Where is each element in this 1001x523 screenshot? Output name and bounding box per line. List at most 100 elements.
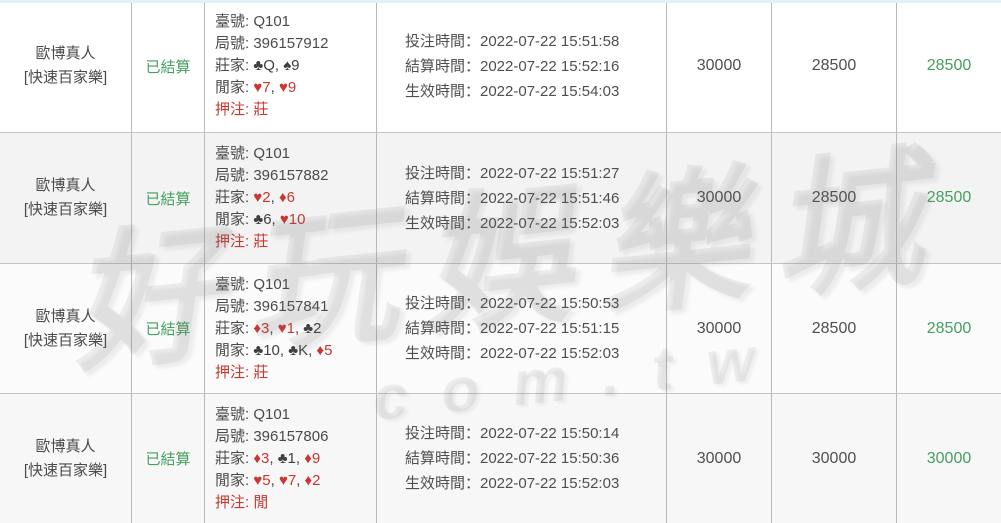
status-badge: 已結算 <box>145 58 191 76</box>
game-name-cell: 歐博真人 [快速百家樂] <box>0 0 132 132</box>
game-name-cell: 歐博真人 [快速百家樂] <box>0 264 132 393</box>
card-black: ♣10 <box>253 341 280 359</box>
status-badge: 已結算 <box>145 321 191 338</box>
payout-amount: 28500 <box>926 319 972 337</box>
player-cards-line: 閒家: ♣10, ♣K, ♦5 <box>215 340 376 362</box>
banker-cards: ♥2, ♦6 <box>253 189 295 206</box>
effective-time: 生效時間：2022-07-22 15:52:03 <box>405 475 620 492</box>
player-cards-line: 閒家: ♥7, ♥9 <box>215 77 376 99</box>
card-red: ♦3 <box>253 449 270 467</box>
payout-amount: 30000 <box>926 449 972 467</box>
banker-cards-line: 莊家: ♣Q, ♠9 <box>215 55 376 77</box>
round-number: 局號: 396157882 <box>215 167 329 184</box>
banker-cards-line: 莊家: ♦3, ♣1, ♦9 <box>215 448 376 470</box>
card-red: ♦5 <box>316 341 333 359</box>
game-detail-cell: 臺號: Q101 局號: 396157841 莊家: ♦3, ♥1, ♣2 閒家… <box>205 264 377 393</box>
time-cell: 投注時間：2022-07-22 15:50:53 結算時間：2022-07-22… <box>377 264 667 393</box>
card-red: ♥2 <box>253 189 271 206</box>
status-cell: 已結算 <box>132 264 205 393</box>
game-name-cell: 歐博真人 [快速百家樂] <box>0 394 132 523</box>
payout-amount: 28500 <box>926 57 972 74</box>
game-mode: [快速百家樂] <box>23 201 108 218</box>
game-detail-cell: 臺號: Q101 局號: 396157912 莊家: ♣Q, ♠9 閒家: ♥7… <box>205 0 377 132</box>
time-cell: 投注時間：2022-07-22 15:51:58 結算時間：2022-07-22… <box>377 0 667 132</box>
valid-amount: 30000 <box>772 394 897 523</box>
table-row: 歐博真人 [快速百家樂] 已結算 臺號: Q101 局號: 396157912 … <box>0 0 1001 132</box>
game-provider: 歐博真人 <box>35 307 96 325</box>
payout-amount: 28500 <box>926 189 972 206</box>
card-red: ♥7 <box>253 79 271 96</box>
card-black: ♣1 <box>277 449 296 467</box>
status-badge: 已結算 <box>145 190 191 208</box>
table-number: 臺號: Q101 <box>215 145 291 162</box>
banker-label: 莊家: <box>215 319 250 337</box>
player-cards: ♣10, ♣K, ♦5 <box>253 341 333 359</box>
game-detail-cell: 臺號: Q101 局號: 396157882 莊家: ♥2, ♦6 閒家: ♣6… <box>205 133 377 263</box>
player-label: 閒家: <box>215 341 250 359</box>
round-number: 局號: 396157841 <box>215 297 329 315</box>
game-detail-cell: 臺號: Q101 局號: 396157806 莊家: ♦3, ♣1, ♦9 閒家… <box>205 394 377 523</box>
player-cards: ♥5, ♥7, ♦2 <box>253 471 321 489</box>
table-number: 臺號: Q101 <box>215 405 291 423</box>
player-cards-line: 閒家: ♥5, ♥7, ♦2 <box>215 470 376 492</box>
card-black: ♣K <box>288 341 309 359</box>
game-name-cell: 歐博真人 [快速百家樂] <box>0 133 132 263</box>
card-red: ♦9 <box>304 449 321 467</box>
banker-cards: ♦3, ♥1, ♣2 <box>253 319 322 337</box>
status-cell: 已結算 <box>132 133 205 263</box>
bet-selection: 押注: 莊 <box>215 233 269 250</box>
time-cell: 投注時間：2022-07-22 15:51:27 結算時間：2022-07-22… <box>377 133 667 263</box>
bet-time: 投注時間：2022-07-22 15:51:58 <box>405 32 620 50</box>
round-number: 局號: 396157806 <box>215 427 329 445</box>
banker-label: 莊家: <box>215 189 250 206</box>
banker-cards-line: 莊家: ♥2, ♦6 <box>215 187 376 209</box>
player-cards-line: 閒家: ♣6, ♥10 <box>215 209 376 231</box>
valid-amount: 28500 <box>772 133 897 263</box>
player-cards: ♥7, ♥9 <box>253 79 297 96</box>
valid-amount: 28500 <box>772 264 897 393</box>
player-label: 閒家: <box>215 471 250 489</box>
table-number: 臺號: Q101 <box>215 275 291 293</box>
bet-time: 投注時間：2022-07-22 15:51:27 <box>405 164 620 182</box>
table-row: 歐博真人 [快速百家樂] 已結算 臺號: Q101 局號: 396157882 … <box>0 132 1001 263</box>
settle-time: 結算時間：2022-07-22 15:51:15 <box>405 320 620 337</box>
settle-time: 結算時間：2022-07-22 15:51:46 <box>405 189 620 207</box>
card-black: ♠9 <box>283 57 300 74</box>
table-row: 歐博真人 [快速百家樂] 已結算 臺號: Q101 局號: 396157841 … <box>0 263 1001 393</box>
top-highlight-strip <box>0 0 1001 3</box>
card-black: ♣2 <box>303 319 322 337</box>
card-red: ♥9 <box>278 79 297 96</box>
game-mode: [快速百家樂] <box>23 461 108 479</box>
player-label: 閒家: <box>215 211 250 228</box>
status-cell: 已結算 <box>132 0 205 132</box>
bet-amount: 30000 <box>667 0 772 132</box>
card-red: ♥1 <box>277 319 295 337</box>
bet-amount: 30000 <box>667 264 772 393</box>
bet-amount: 30000 <box>667 394 772 523</box>
bet-time: 投注時間：2022-07-22 15:50:53 <box>405 295 620 312</box>
settle-time: 結算時間：2022-07-22 15:50:36 <box>405 450 620 467</box>
card-red: ♥10 <box>279 211 306 228</box>
player-label: 閒家: <box>215 79 250 96</box>
status-badge: 已結算 <box>145 451 191 468</box>
game-provider: 歐博真人 <box>35 45 96 62</box>
card-black: ♣Q <box>253 57 275 74</box>
banker-cards: ♦3, ♣1, ♦9 <box>253 449 321 467</box>
bet-amount: 30000 <box>667 133 772 263</box>
banker-label: 莊家: <box>215 449 250 467</box>
game-mode: [快速百家樂] <box>23 331 108 349</box>
card-black: ♣6 <box>253 211 272 228</box>
bet-selection: 押注: 閒 <box>215 493 269 511</box>
table-number: 臺號: Q101 <box>215 13 291 30</box>
banker-cards: ♣Q, ♠9 <box>253 57 300 74</box>
banker-label: 莊家: <box>215 57 250 74</box>
card-red: ♦6 <box>278 189 295 206</box>
card-red: ♦2 <box>304 471 321 489</box>
bet-selection: 押注: 莊 <box>215 101 269 118</box>
status-cell: 已結算 <box>132 394 205 523</box>
settle-time: 結算時間：2022-07-22 15:52:16 <box>405 57 620 75</box>
game-provider: 歐博真人 <box>35 437 96 455</box>
card-red: ♥5 <box>253 471 271 489</box>
bet-selection: 押注: 莊 <box>215 363 269 381</box>
